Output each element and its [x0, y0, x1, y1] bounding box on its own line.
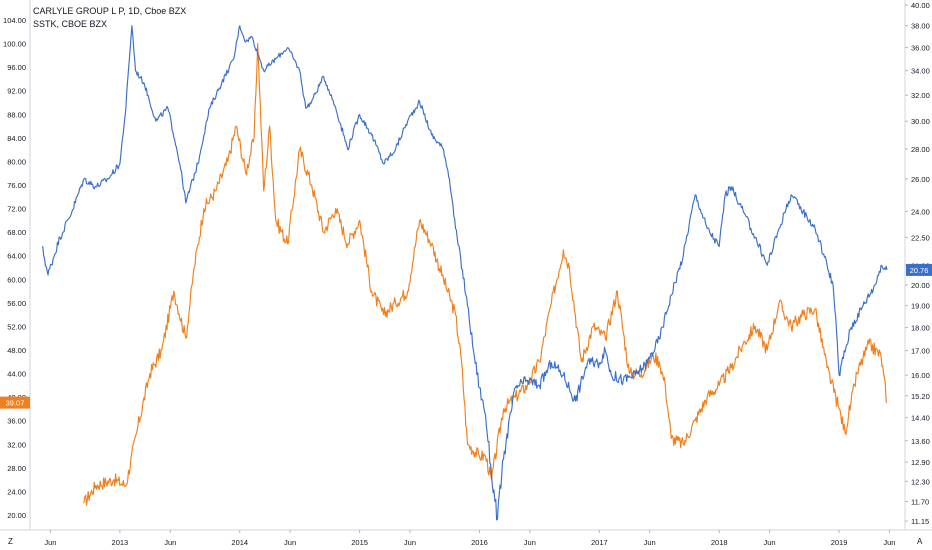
left-axis-tick-label: 32.00 [7, 440, 26, 449]
right-axis-tick-label: 17.00 [911, 347, 930, 356]
legend: CARLYLE GROUP L P, 1D, Cboe BZX SSTK, CB… [33, 5, 186, 31]
left-axis-tick-label: 60.00 [7, 275, 26, 284]
right-axis-tick-label: 19.00 [911, 302, 930, 311]
time-axis-tick-label: 2019 [831, 538, 848, 547]
left-axis-tick-label: 68.00 [7, 228, 26, 237]
right-axis-tick-label: 11.70 [911, 498, 929, 507]
right-axis-tick-label: 36.00 [911, 44, 930, 53]
right-axis-tick-label: 28.00 [911, 145, 930, 154]
time-axis-tick-label: Jun [883, 538, 895, 547]
right-axis-tick-label: 40.00 [911, 1, 930, 10]
left-axis-tick-label: 48.00 [7, 346, 26, 355]
right-axis-tick-label: 24.00 [911, 207, 930, 216]
right-axis-tick-label: 12.90 [911, 458, 930, 467]
left-last-value-label: 39.07 [6, 399, 25, 408]
left-axis-tick-label: 24.00 [7, 487, 26, 496]
left-axis-tick-label: 52.00 [7, 322, 26, 331]
time-axis-tick-label: 2015 [351, 538, 368, 547]
time-axis-tick-label: Jun [164, 538, 176, 547]
left-axis-tick-label: 64.00 [7, 252, 26, 261]
right-axis-tick-label: 13.60 [911, 437, 930, 446]
left-axis-tick-label: 72.00 [7, 205, 26, 214]
right-axis-tick-label: 11.15 [911, 517, 929, 526]
legend-compare-symbol[interactable]: SSTK, CBOE BZX [33, 19, 108, 29]
left-axis-tick-label: 36.00 [7, 417, 26, 426]
right-axis-tick-label: 26.00 [911, 175, 930, 184]
legend-main-symbol[interactable]: CARLYLE GROUP L P, 1D, Cboe BZX [33, 6, 187, 16]
left-axis-tick-label: 20.00 [7, 511, 26, 520]
right-axis-tick-label: 16.00 [911, 371, 930, 380]
right-axis-tick-label: 15.20 [911, 392, 930, 401]
log-scale-toggle[interactable]: Z [8, 537, 13, 546]
left-axis-tick-label: 84.00 [7, 134, 26, 143]
time-axis-tick-label: Jun [404, 538, 416, 547]
right-axis-tick-label: 32.00 [911, 91, 930, 100]
left-axis-tick-label: 44.00 [7, 370, 26, 379]
right-axis-tick-label: 38.00 [911, 22, 930, 31]
time-axis-tick-label: Jun [524, 538, 536, 547]
right-axis-tick-label: 22.50 [911, 233, 930, 242]
time-axis-tick-label: 2013 [112, 538, 129, 547]
time-axis-tick-label: 2016 [471, 538, 488, 547]
time-axis-tick-label: Jun [644, 538, 656, 547]
auto-scale-toggle[interactable]: A [917, 537, 923, 546]
right-axis-tick-label: 12.30 [911, 477, 930, 486]
left-axis-tick-label: 80.00 [7, 157, 26, 166]
left-last-value-badge [0, 396, 30, 409]
right-last-value-badge [906, 263, 932, 276]
right-axis-tick-label: 34.00 [911, 67, 930, 76]
time-axis-tick-label: Jun [764, 538, 776, 547]
time-axis-tick-label: Jun [44, 538, 56, 547]
time-axis-tick-label: 2018 [711, 538, 728, 547]
right-last-value-label: 20.76 [910, 266, 929, 275]
right-axis-tick-label: 30.00 [911, 117, 930, 126]
left-axis-tick-label: 28.00 [7, 464, 26, 473]
left-axis-tick-label: 96.00 [7, 63, 26, 72]
series-line-cg [41, 25, 888, 521]
time-axis-tick-label: 2014 [231, 538, 248, 547]
left-axis-tick-label: 104.00 [3, 16, 26, 25]
series-lines [41, 25, 888, 521]
left-axis-tick-label: 92.00 [7, 87, 26, 96]
series-line-sstk [83, 43, 888, 506]
left-axis-tick-label: 88.00 [7, 110, 26, 119]
time-axis-tick-label: 2017 [591, 538, 608, 547]
right-axis-tick-label: 18.00 [911, 324, 930, 333]
left-axis-tick-label: 76.00 [7, 181, 26, 190]
right-axis-tick-label: 14.40 [911, 414, 930, 423]
time-axis-tick-label: Jun [284, 538, 296, 547]
left-axis-tick-label: 100.00 [3, 40, 26, 49]
right-axis-tick-label: 20.00 [911, 281, 930, 290]
left-axis-tick-label: 56.00 [7, 299, 26, 308]
